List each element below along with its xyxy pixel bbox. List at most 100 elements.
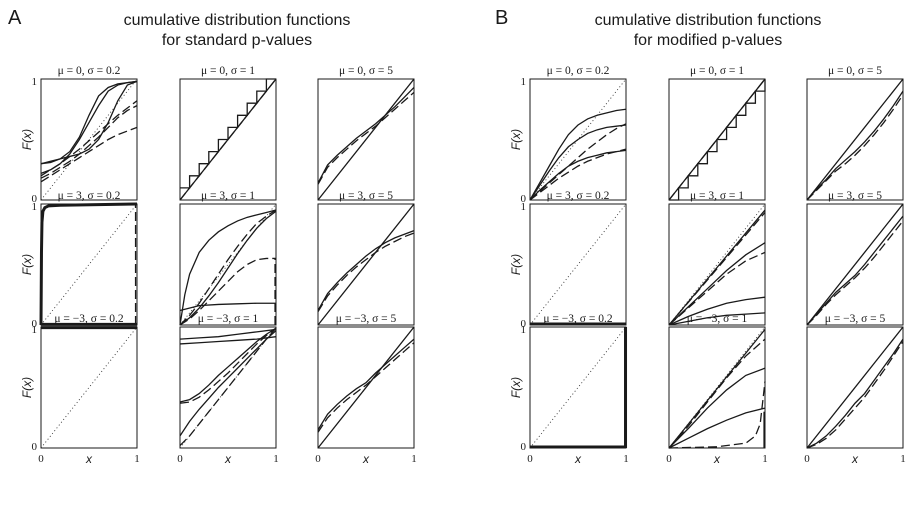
subplot-a-r3c1-ylabel: F(x) [20, 377, 34, 398]
subplot-b-r1c1-ytick-1: 1 [521, 76, 527, 88]
subplot-b-r3c3: μ = −3, σ = 5 0 1 x [804, 313, 906, 466]
subplot-b-r3c1-xtick-0: 0 [527, 453, 533, 465]
subplot-b-r1c2-subtitle: μ = 0, σ = 1 [690, 65, 744, 77]
subplot-b-r2c1-ytick-1: 1 [521, 201, 527, 213]
subplot-b-r3c3-series-2 [806, 338, 904, 449]
subplot-b-r2c2-series-3 [668, 242, 766, 326]
subplot-a-r2c3-subtitle: μ = 3, σ = 5 [339, 190, 393, 202]
subplot-a-r1c1-series-3 [40, 80, 138, 165]
subplot-b-r2c2-subtitle: μ = 3, σ = 1 [690, 190, 744, 202]
subplot-a-r3c2-xtick-0: 0 [177, 453, 183, 465]
subplot-a-r3c1-ytick-0: 0 [32, 441, 38, 453]
subplot-b-r2c2: μ = 3, σ = 1 [668, 190, 766, 326]
subplot-a-r3c2-series-3 [179, 327, 277, 403]
subplot-b-r2c3-subtitle: μ = 3, σ = 5 [828, 190, 882, 202]
subplot-b-r3c2: μ = −3, σ = 1 0 1 x [666, 313, 768, 466]
subplot-b-r3c3-xtick-1: 1 [900, 453, 906, 465]
subplot-a-r1c3-series-2 [317, 87, 415, 184]
subplot-a-r1c1-series-4 [40, 100, 138, 177]
subplot-a-r1c3-series-3 [317, 91, 415, 185]
subplot-b-r1c1-frame [529, 78, 627, 201]
subplot-b-r3c2-subtitle: μ = −3, σ = 1 [687, 313, 748, 325]
subplot-a-r3c3-series-1 [317, 326, 415, 449]
subplot-a-r3c1-reference-line [40, 326, 138, 449]
subplot-b-r1c3-frame [806, 78, 904, 201]
subplot-a-r3c1-xtick-1: 1 [134, 453, 140, 465]
subplot-b-r1c2-frame [668, 78, 766, 201]
subplot-b-r1c1-series-4 [529, 123, 627, 201]
subplot-a-r2c3-series-1 [317, 203, 415, 326]
subplot-b-r3c2-series-2 [668, 338, 766, 449]
subplot-b-r2c2-series-5 [668, 296, 766, 326]
subplot-b-r3c2-xlabel: x [713, 452, 721, 466]
subplot-b-r1c1: μ = 0, σ = 0.2 1 0 F(x) [509, 65, 627, 205]
subplot-a-r3c2-frame [179, 326, 277, 449]
subplot-b-r3c3-xtick-0: 0 [804, 453, 810, 465]
subplot-b-r3c1-ylabel: F(x) [509, 377, 523, 398]
subplot-a-r3c3-xlabel: x [362, 452, 370, 466]
subplot-a-r3c1-xlabel: x [85, 452, 93, 466]
subplot-a-r3c2-series-4 [179, 330, 277, 437]
subplot-a-r1c1-series-6 [40, 126, 138, 183]
subplot-b-r1c3-subtitle: μ = 0, σ = 5 [828, 65, 882, 77]
subplot-b-r2c1-subtitle: μ = 3, σ = 0.2 [547, 190, 610, 202]
subplot-a-r3c3: μ = −3, σ = 5 0 1 x [315, 313, 417, 466]
subplot-b-r3c3-frame [806, 326, 904, 449]
subplot-a-r3c2-series-6 [179, 327, 277, 447]
subplot-b-r1c1-series-2 [529, 124, 627, 201]
subplot-a-r2c1-ylabel: F(x) [20, 254, 34, 275]
subplot-a-r3c2: μ = −3, σ = 1 0 1 x [177, 313, 279, 466]
subplot-a-r2c3-series-2 [317, 230, 415, 311]
subplot-b-r1c1-series-1 [529, 108, 627, 201]
subplot-b-r1c1-reference-line [529, 78, 627, 201]
subplot-b-r3c2-xtick-1: 1 [762, 453, 768, 465]
subplot-b-r1c1-ylabel: F(x) [509, 129, 523, 150]
subplot-b-r2c3-frame [806, 203, 904, 326]
subplot-a-r2c3-frame [317, 203, 415, 326]
subplot-a-r1c2: μ = 0, σ = 1 [179, 65, 277, 201]
panel-b-title-line1: cumulative distribution functions [595, 12, 822, 29]
subplot-b-r1c1-subtitle: μ = 0, σ = 0.2 [547, 65, 610, 77]
subplot-b-r3c2-frame [668, 326, 766, 449]
subplot-a-r3c2-subtitle: μ = −3, σ = 1 [198, 313, 259, 325]
subplot-a-r2c2-series-5 [179, 209, 277, 326]
panel-letter-a: A [8, 7, 22, 29]
subplot-b-r3c2-series-3 [668, 367, 766, 449]
subplot-a-r1c1-ytick-1: 1 [32, 76, 38, 88]
subplot-b-r3c2-xtick-0: 0 [666, 453, 672, 465]
subplot-a-r3c2-reference-line [179, 326, 277, 449]
subplot-a-r2c2-series-1 [179, 209, 277, 326]
subplot-a-r1c1-series-5 [40, 105, 138, 179]
subplot-b-r1c3-series-3 [806, 94, 904, 201]
subplot-a-r1c2-frame [179, 78, 277, 201]
subplot-b-r1c3-series-1 [806, 78, 904, 201]
subplot-a-r3c3-subtitle: μ = −3, σ = 5 [336, 313, 397, 325]
subplot-a-r2c2-frame [179, 203, 277, 326]
subplot-b-r1c1-ytick-0: 0 [521, 193, 527, 205]
subplot-b-r2c2-series-2 [668, 212, 766, 326]
subplot-b-r1c2: μ = 0, σ = 1 [668, 65, 766, 201]
subplot-a-r3c1-subtitle: μ = −3, σ = 0.2 [54, 313, 123, 325]
subplot-a-r3c2-xlabel: x [224, 452, 232, 466]
subplot-b-r3c2-series-5 [668, 381, 766, 449]
subplot-b-r3c3-xlabel: x [851, 452, 859, 466]
subplot-b-r3c1-ytick-1: 1 [521, 324, 527, 336]
subplot-a-r3c3-xtick-1: 1 [411, 453, 417, 465]
subplot-a-r1c3-frame [317, 78, 415, 201]
subplot-b-r1c2-series-3 [669, 79, 766, 201]
subplot-a-r3c3-frame [317, 326, 415, 449]
subplot-b-r3c1-xtick-1: 1 [623, 453, 629, 465]
subplot-a-r1c1: μ = 0, σ = 0.2 1 0 F(x) [20, 65, 138, 205]
subplot-a-r3c1-xtick-0: 0 [38, 453, 44, 465]
subplot-a-r2c1-series-1 [39, 202, 138, 326]
panel-b-title-line2: for modified p-values [634, 32, 783, 49]
subplot-a-r2c2-series-4 [179, 257, 276, 326]
subplot-a-r2c1-subtitle: μ = 3, σ = 0.2 [58, 190, 121, 202]
subplot-a-r2c3-series-3 [317, 232, 415, 313]
subplot-a-r2c2: μ = 3, σ = 1 [179, 190, 277, 326]
subplot-b-r3c1-xlabel: x [574, 452, 582, 466]
subplot-b-r3c1-frame [529, 326, 627, 449]
